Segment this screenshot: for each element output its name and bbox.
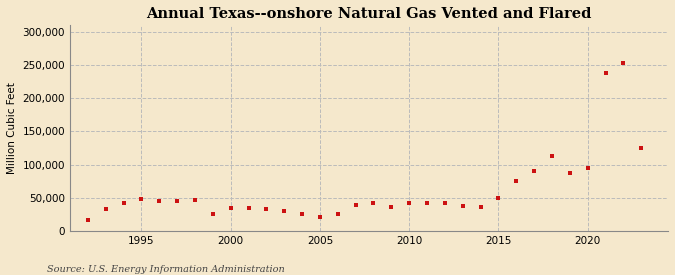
Point bbox=[564, 171, 575, 175]
Point bbox=[475, 205, 486, 210]
Point bbox=[136, 197, 146, 202]
Text: Source: U.S. Energy Information Administration: Source: U.S. Energy Information Administ… bbox=[47, 265, 285, 274]
Point bbox=[154, 198, 165, 203]
Point bbox=[458, 204, 468, 208]
Title: Annual Texas--onshore Natural Gas Vented and Flared: Annual Texas--onshore Natural Gas Vented… bbox=[146, 7, 592, 21]
Y-axis label: Million Cubic Feet: Million Cubic Feet bbox=[7, 82, 17, 174]
Point bbox=[439, 200, 450, 205]
Point bbox=[171, 198, 182, 203]
Point bbox=[511, 179, 522, 183]
Point bbox=[583, 166, 593, 170]
Point bbox=[279, 209, 290, 213]
Point bbox=[225, 206, 236, 210]
Point bbox=[101, 207, 111, 211]
Point bbox=[600, 71, 611, 76]
Point bbox=[547, 154, 558, 158]
Point bbox=[618, 60, 629, 65]
Point bbox=[190, 198, 200, 202]
Point bbox=[493, 196, 504, 200]
Point bbox=[82, 218, 93, 222]
Point bbox=[207, 212, 218, 216]
Point bbox=[422, 200, 433, 205]
Point bbox=[315, 214, 325, 219]
Point bbox=[350, 203, 361, 207]
Point bbox=[386, 204, 397, 209]
Point bbox=[297, 212, 308, 216]
Point bbox=[332, 212, 343, 216]
Point bbox=[261, 207, 272, 211]
Point bbox=[368, 200, 379, 205]
Point bbox=[636, 146, 647, 150]
Point bbox=[404, 200, 414, 205]
Point bbox=[118, 200, 129, 205]
Point bbox=[529, 169, 539, 174]
Point bbox=[243, 206, 254, 210]
